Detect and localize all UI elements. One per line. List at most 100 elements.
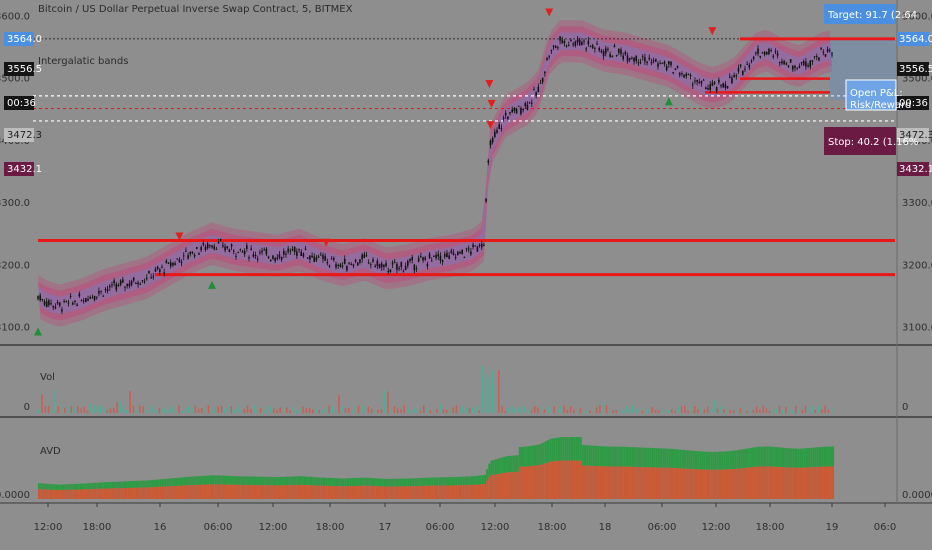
candle-body (41, 299, 44, 301)
candle-body (178, 259, 181, 263)
candle-body (409, 259, 411, 261)
candle-body (393, 261, 396, 263)
avd-green-bar (381, 478, 384, 487)
avd-red-bar (142, 487, 145, 499)
candle-body (696, 80, 698, 83)
candle-body (407, 260, 409, 266)
candle-body (252, 254, 255, 257)
avd-green-bar (795, 448, 798, 468)
open-pl-box[interactable] (845, 79, 897, 111)
avd-green-bar (729, 450, 732, 470)
volume-bar (550, 408, 552, 413)
candle-body (676, 65, 679, 68)
candle-body (718, 79, 720, 83)
volume-bar (517, 406, 520, 413)
avd-green-bar (538, 444, 541, 466)
volume-bar (821, 409, 823, 413)
avd-green-bar (336, 478, 339, 487)
avd-green-bar (68, 484, 71, 490)
candle-body (335, 264, 337, 268)
candle-body (354, 259, 357, 262)
x-tick-label: 18:00 (316, 522, 345, 533)
volume-bar (113, 407, 115, 413)
avd-red-bar (690, 468, 693, 499)
x-tick-label: 06:00 (648, 522, 677, 533)
volume-bar (230, 406, 233, 413)
candle-body (689, 74, 692, 77)
avd-green-bar (688, 450, 691, 469)
volume-bar (351, 410, 353, 413)
avd-red-bar (599, 466, 602, 499)
avd-red-bar (359, 485, 363, 499)
avd-green-bar (379, 478, 382, 487)
candle-body (39, 295, 41, 301)
candle-body (420, 256, 422, 258)
avd-green-bar (581, 445, 584, 466)
avd-red-bar (320, 485, 323, 499)
avd-red-bar (738, 468, 741, 499)
avd-green-bar (468, 476, 471, 485)
avd-red-bar (259, 485, 262, 499)
volume-bar (243, 408, 246, 413)
avd-red-bar (529, 466, 532, 499)
target-box[interactable] (824, 4, 896, 24)
candle-body (239, 249, 242, 251)
volume-bar (511, 405, 513, 413)
avd-green-bar (292, 476, 295, 486)
candle-body (78, 293, 81, 297)
avd-red-bar (427, 485, 430, 499)
avd-red-bar (507, 472, 510, 499)
candle-body (124, 286, 126, 288)
candle-body (322, 255, 324, 260)
avd-green-bar (138, 480, 141, 488)
avd-red-bar (607, 466, 611, 499)
avd-red-bar (466, 485, 469, 499)
volume-bar (749, 410, 751, 413)
candle-body (167, 262, 170, 264)
avd-red-bar (499, 473, 502, 499)
avd-red-bar (531, 465, 534, 499)
avd-green-bar (357, 477, 360, 486)
stop-box[interactable] (824, 127, 896, 155)
candle-body (607, 48, 609, 50)
avd-red-bar (201, 484, 204, 499)
candle-body (411, 256, 413, 261)
candle-body (380, 263, 383, 268)
volume-bar (126, 410, 128, 413)
avd-green-bar (44, 483, 47, 490)
candle-body (665, 66, 668, 71)
avd-red-bar (829, 466, 832, 499)
avd-red-bar (760, 466, 763, 499)
volume-bar (155, 410, 157, 413)
candle-body (739, 64, 742, 67)
volume-bar (57, 406, 60, 413)
candle-body (633, 57, 635, 62)
position-tool[interactable]: Target: 91.7 (2.64 Open P&L: Risk/Reward… (824, 4, 918, 155)
candle-body (504, 112, 507, 116)
avd-red-bar (53, 489, 56, 499)
candle-body (182, 255, 185, 257)
avd-green-bar (553, 438, 556, 462)
candle-body (383, 264, 385, 267)
candle-body (278, 254, 281, 258)
avd-green-bar (51, 484, 54, 490)
volume-bar (354, 406, 357, 413)
avd-red-bar (716, 469, 719, 499)
candle-body (672, 72, 674, 74)
avd-green-bar (212, 475, 215, 485)
avd-red-bar (144, 487, 147, 499)
candle-body (476, 246, 479, 252)
avd-green-bar (366, 477, 369, 486)
avd-red-bar (688, 468, 691, 499)
avd-red-bar (547, 462, 550, 499)
volume-bar (374, 410, 376, 413)
candle-body (204, 246, 207, 251)
avd-red-bar (194, 484, 197, 499)
avd-red-bar (405, 486, 408, 499)
avd-red-bar (175, 485, 178, 499)
avd-green-bar (803, 448, 806, 468)
avd-red-bar (520, 466, 524, 499)
volume-bar (778, 405, 781, 413)
avd-green-bar (203, 475, 206, 485)
